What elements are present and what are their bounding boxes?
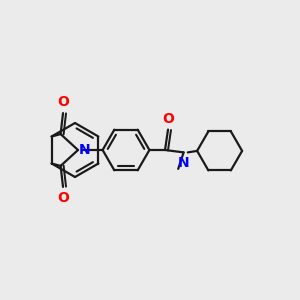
Text: N: N	[178, 156, 189, 170]
Text: N: N	[79, 143, 91, 157]
Text: O: O	[57, 95, 69, 110]
Text: O: O	[162, 112, 174, 126]
Text: O: O	[57, 190, 69, 205]
